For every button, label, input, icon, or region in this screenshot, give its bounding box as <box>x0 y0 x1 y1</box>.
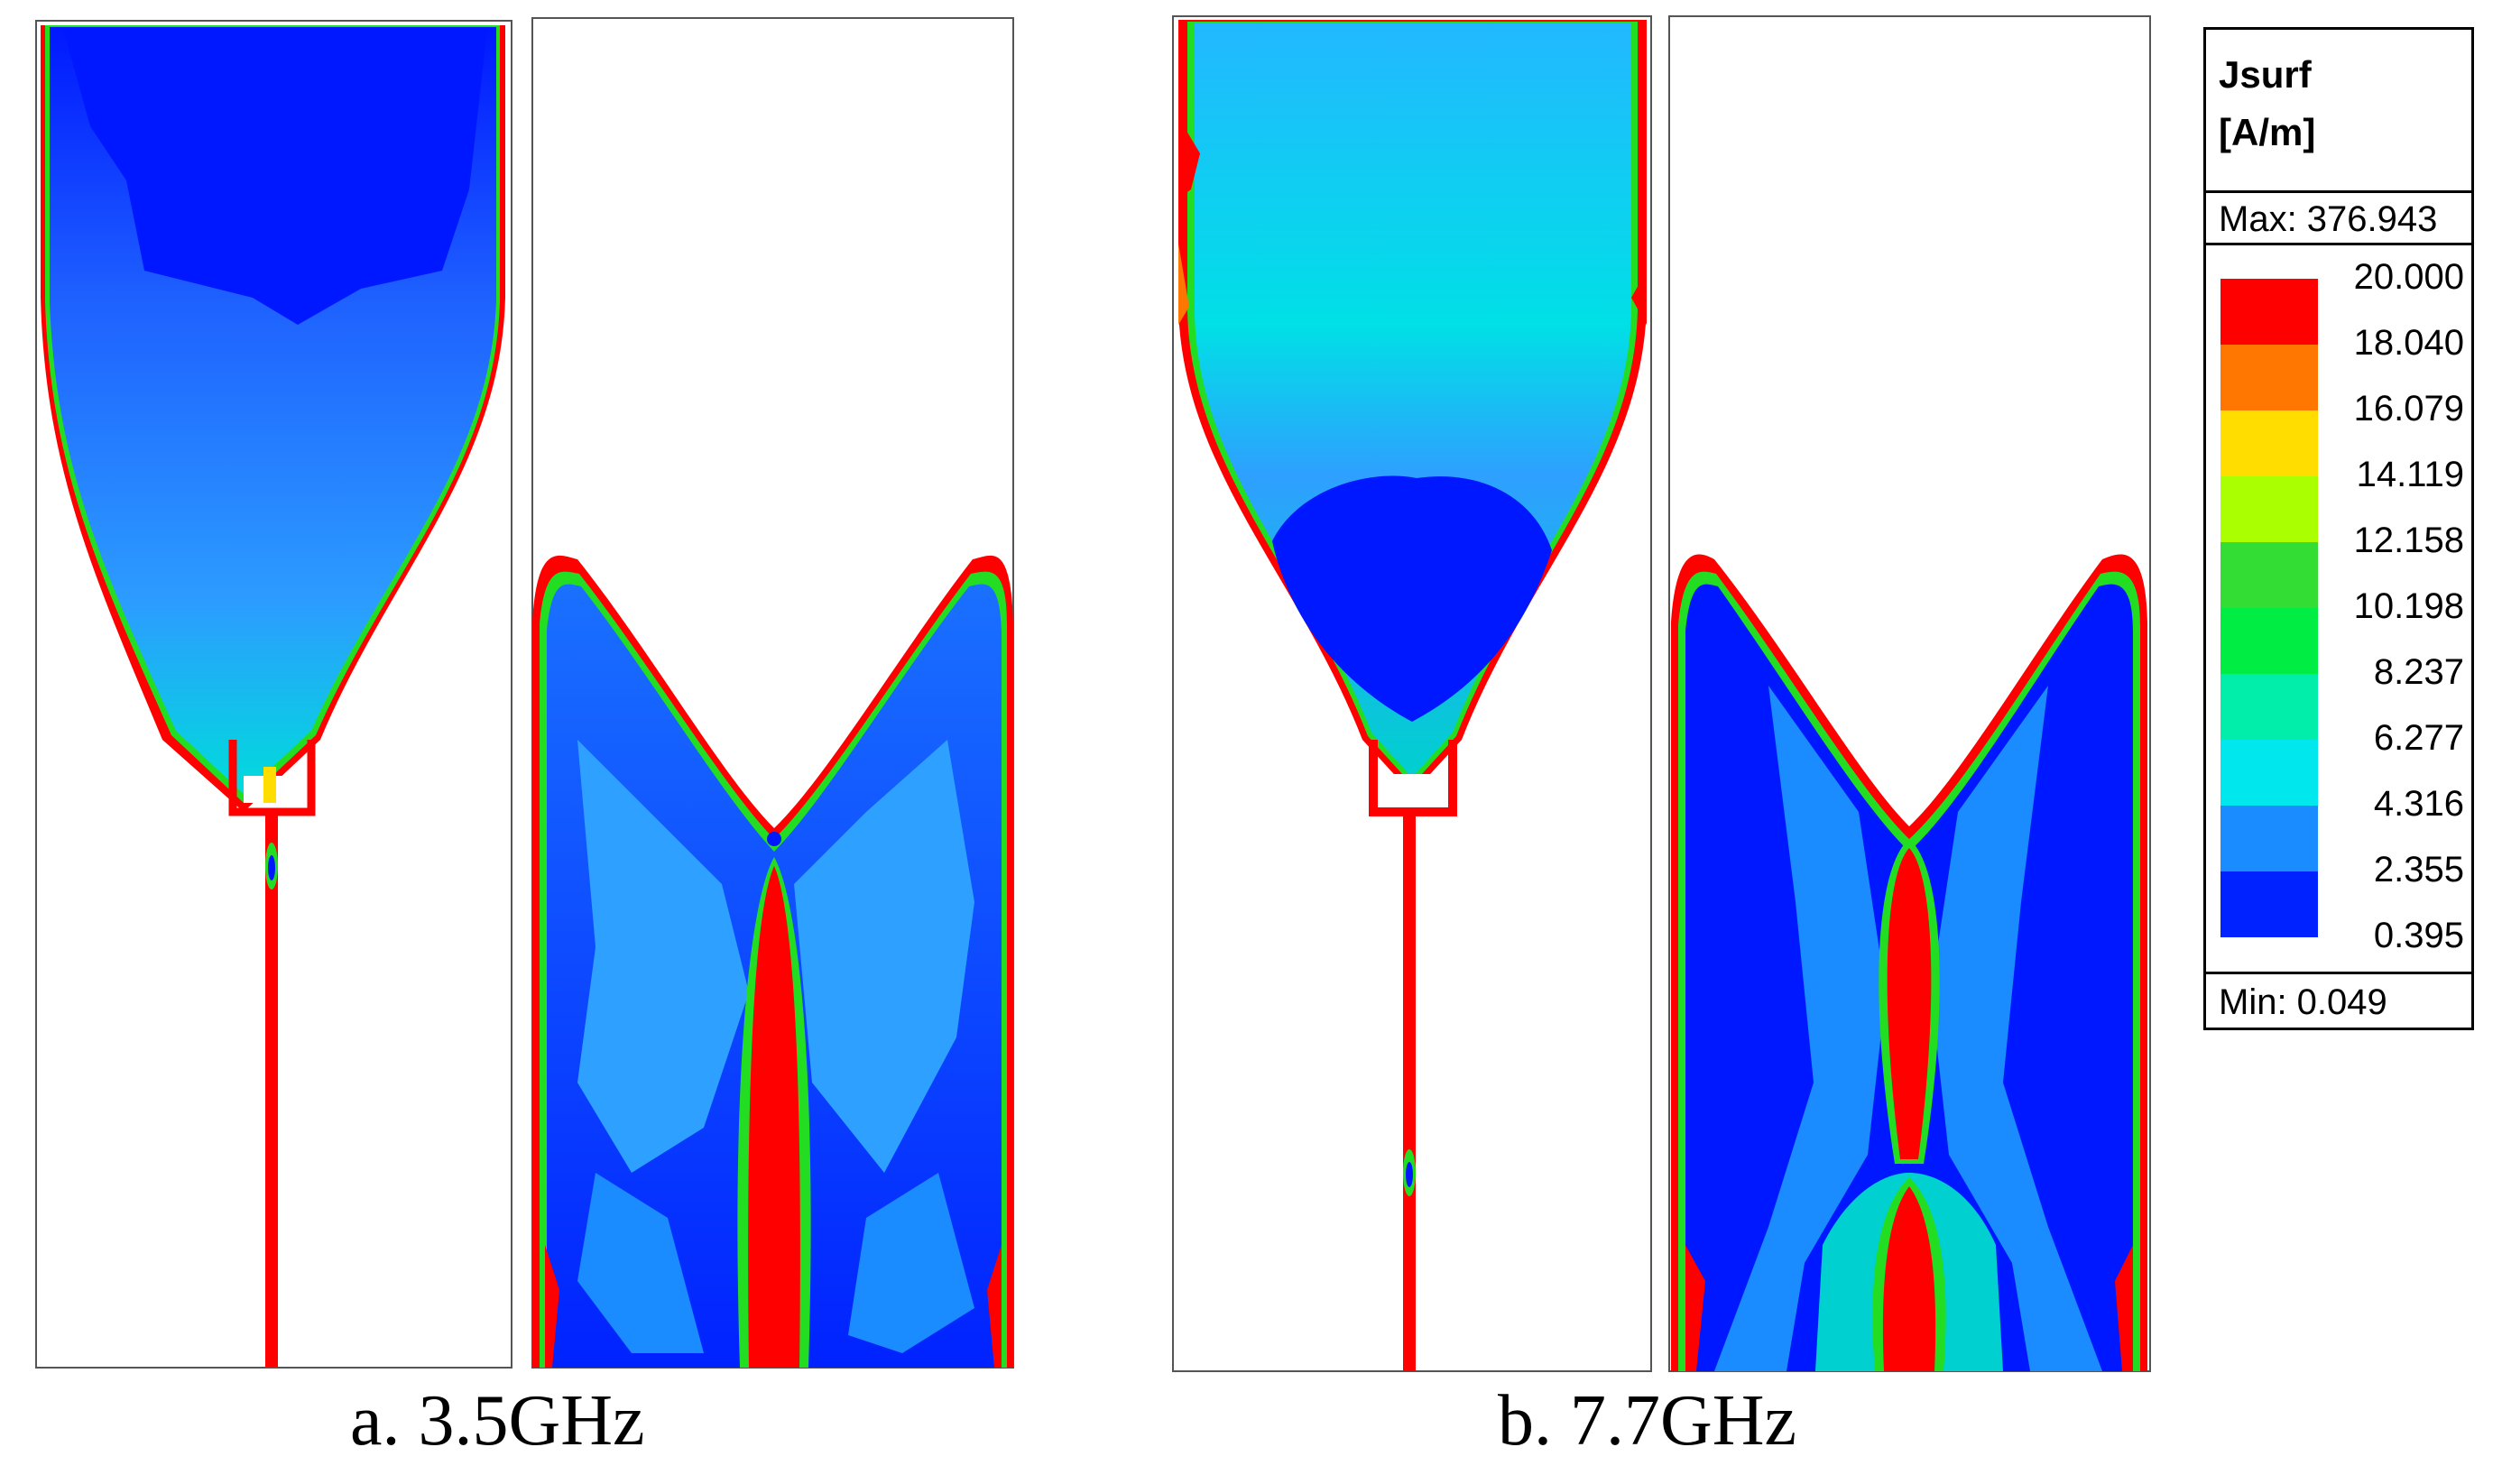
panel-b-front-view <box>1172 15 1652 1372</box>
legend-max: Max: 376.943 <box>2219 199 2438 239</box>
legend-tick-label: 8.237 <box>2373 652 2464 692</box>
legend-tick-label: 6.277 <box>2373 718 2464 758</box>
legend-unit: [A/m] <box>2219 111 2316 153</box>
legend-tick-label: 16.079 <box>2353 389 2464 429</box>
legend-tick-label: 12.158 <box>2353 521 2464 560</box>
panel-b-back-view <box>1668 15 2151 1372</box>
legend-tick-label: 20.000 <box>2353 257 2464 297</box>
panel-a-back-view <box>531 17 1014 1369</box>
legend-swatch <box>2220 740 2318 806</box>
legend-tick-label: 0.395 <box>2373 916 2464 955</box>
panel-b-feed-line <box>1403 812 1416 1371</box>
panel-a-front-view <box>35 20 512 1369</box>
legend-swatch <box>2220 476 2318 542</box>
legend-swatch <box>2220 410 2318 476</box>
legend-swatch <box>2220 542 2318 608</box>
caption-b: b. 7.7GHz <box>1498 1381 1797 1461</box>
legend-swatch <box>2220 674 2318 740</box>
legend-swatch <box>2220 871 2318 937</box>
legend-swatch <box>2220 279 2318 345</box>
legend-tick-label: 14.119 <box>2356 455 2464 494</box>
caption-a: a. 3.5GHz <box>350 1381 645 1461</box>
legend-swatch <box>2220 345 2318 410</box>
legend-tick-label: 2.355 <box>2373 850 2464 889</box>
legend-tick-label: 4.316 <box>2373 784 2464 824</box>
legend-swatch <box>2220 608 2318 674</box>
panel-a-feed-line <box>265 812 278 1367</box>
legend-tick-label: 18.040 <box>2353 323 2464 363</box>
legend-title: Jsurf [A/m] <box>2219 46 2315 161</box>
legend-tick-label: 10.198 <box>2353 586 2464 626</box>
color-legend: Jsurf [A/m] Max: 376.943 20.000 18.040 16.… <box>2203 27 2474 1030</box>
legend-quantity: Jsurf <box>2219 53 2312 96</box>
legend-min: Min: 0.049 <box>2219 982 2387 1022</box>
legend-swatch <box>2220 806 2318 871</box>
